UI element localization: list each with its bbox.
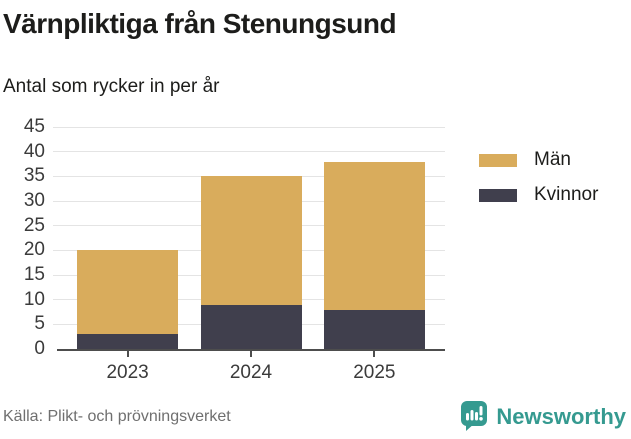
legend-item-män: Män — [479, 149, 598, 171]
x-tick-label-2025: 2025 — [353, 362, 396, 383]
brand-name: Newsworthy — [496, 403, 626, 429]
y-tick-label-10: 10 — [23, 288, 45, 310]
legend-swatch — [479, 188, 517, 202]
plot-area — [53, 126, 445, 351]
x-tick-mark-2025 — [373, 351, 376, 357]
newsworthy-speech-bubble-chart-icon — [461, 401, 488, 431]
bar-segment-2024-kvinnor — [200, 304, 302, 349]
gridline-35 — [53, 175, 445, 177]
x-tick-label-2023: 2023 — [106, 362, 149, 383]
chart-subtitle: Antal som rycker in per år — [3, 76, 220, 97]
y-tick-label-20: 20 — [23, 239, 45, 261]
chart-title: Värnpliktiga från Stenungsund — [3, 8, 397, 39]
y-tick-label-0: 0 — [34, 338, 45, 359]
x-tick-label-2024: 2024 — [229, 362, 273, 383]
y-tick-label-30: 30 — [23, 190, 45, 211]
legend: Män Kvinnor — [479, 149, 598, 219]
gridline-40 — [53, 151, 445, 153]
bar-segment-2023-män — [77, 250, 179, 335]
bar-segment-2025-kvinnor — [323, 309, 425, 349]
y-axis-labels: 0 5 10 15 20 25 30 35 40 45 — [0, 116, 45, 359]
legend-swatch — [479, 153, 517, 167]
source-text: Källa: Plikt- och prövningsverket — [3, 407, 231, 425]
x-tick-mark-2024 — [250, 351, 252, 357]
y-tick-label-5: 5 — [34, 313, 45, 335]
legend-label: Män — [534, 149, 571, 170]
y-tick-label-35: 35 — [23, 165, 45, 187]
gridline-45 — [53, 126, 445, 128]
y-tick-label-15: 15 — [23, 264, 45, 285]
bar-chart: 0 5 10 15 20 25 30 35 40 45 2023 2024 2025 Män Kvinn… — [0, 115, 631, 395]
footer: Källa: Plikt- och prövningsverket Newswo… — [0, 401, 631, 432]
x-tick-mark-2023 — [126, 351, 129, 357]
y-tick-label-25: 25 — [23, 214, 45, 236]
bar-segment-2024-män — [200, 176, 302, 305]
legend-label: Kvinnor — [534, 184, 599, 205]
bar-segment-2025-män — [323, 161, 425, 310]
y-tick-label-40: 40 — [23, 140, 45, 162]
bar-segment-2023-kvinnor — [77, 334, 179, 349]
y-tick-label-45: 45 — [23, 116, 45, 137]
legend-item-kvinnor: Kvinnor — [479, 184, 598, 206]
newsworthy-logo-link[interactable]: Newsworthy — [461, 401, 626, 432]
